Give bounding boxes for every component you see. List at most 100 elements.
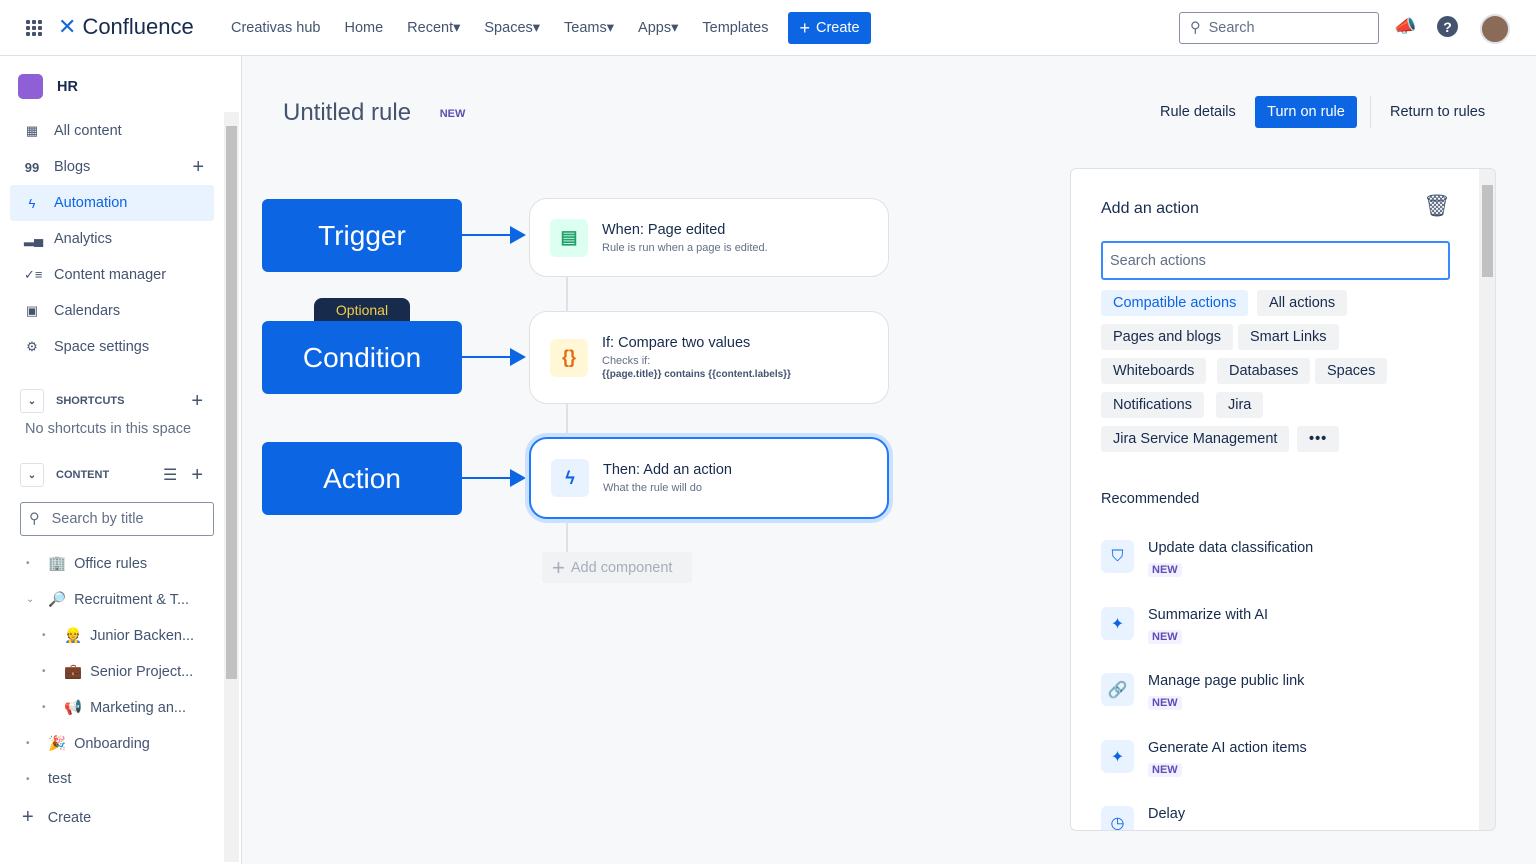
- turn-on-rule-button[interactable]: Turn on rule: [1255, 96, 1357, 128]
- panel-scrollbar[interactable]: [1479, 169, 1495, 830]
- recommended-item[interactable]: ◷ Delay: [1101, 806, 1185, 830]
- gear-icon: ⚙: [26, 339, 38, 354]
- chevron-down-icon[interactable]: ⌄: [20, 389, 44, 413]
- connector: [566, 403, 568, 439]
- trigger-block[interactable]: Trigger: [262, 199, 462, 272]
- clock-icon: ◷: [1101, 806, 1134, 830]
- party-icon: 🎉: [48, 736, 67, 752]
- space-name[interactable]: HR: [57, 78, 78, 95]
- tree-item-junior-backend[interactable]: • 👷 Junior Backen...: [42, 627, 195, 645]
- tree-item-office-rules[interactable]: • 🏢 Office rules: [26, 555, 148, 573]
- more-icon[interactable]: •••: [1297, 426, 1340, 452]
- chip-whiteboards[interactable]: Whiteboards: [1101, 358, 1207, 384]
- sidebar-item-blogs[interactable]: 99 Blogs +: [24, 155, 204, 178]
- add-blog-icon[interactable]: +: [192, 155, 204, 178]
- chevron-down-icon[interactable]: ⌄: [26, 594, 35, 605]
- add-action-panel: Add an action 🗑 Search actions Compatibl…: [1070, 168, 1496, 831]
- chip-notifications[interactable]: Notifications: [1101, 392, 1204, 418]
- chip-jira-service-management[interactable]: Jira Service Management: [1101, 426, 1290, 452]
- recommended-item[interactable]: ✦ Summarize with AI NEW: [1101, 607, 1268, 644]
- tree-item-test[interactable]: • test: [26, 771, 72, 787]
- add-content-icon[interactable]: +: [191, 464, 203, 486]
- recommended-item[interactable]: ⛉ Update data classification NEW: [1101, 540, 1313, 577]
- sidebar-item-space-settings[interactable]: ⚙ Space settings: [10, 329, 214, 365]
- add-shortcut-icon[interactable]: +: [191, 390, 203, 412]
- avatar[interactable]: [1480, 14, 1510, 44]
- top-navigation: ✕ Confluence Creativas hub Home Recent▾ S…: [0, 0, 1536, 56]
- app-switcher-icon[interactable]: [26, 20, 42, 36]
- action-block[interactable]: Action: [262, 442, 462, 515]
- sidebar-item-content-manager[interactable]: ✓≡ Content manager: [24, 267, 167, 283]
- condition-card[interactable]: {} If: Compare two values Checks if: {{pag…: [529, 311, 889, 404]
- trash-icon[interactable]: 🗑: [1423, 193, 1451, 218]
- chip-pages-and-blogs[interactable]: Pages and blogs: [1101, 324, 1234, 350]
- confluence-icon: ✕: [58, 14, 77, 39]
- nav-teams[interactable]: Teams▾: [564, 20, 615, 36]
- chip-spaces[interactable]: Spaces: [1315, 358, 1388, 384]
- tree-item-onboarding[interactable]: • 🎉 Onboarding: [26, 735, 150, 753]
- calendar-icon: ▣: [25, 303, 39, 318]
- chip-compatible-actions[interactable]: Compatible actions: [1101, 290, 1249, 316]
- braces-icon: {}: [550, 338, 588, 377]
- chip-smart-links[interactable]: Smart Links: [1238, 324, 1339, 350]
- recommended-item[interactable]: ✦ Generate AI action items NEW: [1101, 740, 1307, 777]
- add-component-button[interactable]: + Add component: [542, 552, 692, 583]
- chip-databases[interactable]: Databases: [1217, 358, 1311, 384]
- new-badge: NEW: [439, 107, 466, 120]
- recommended-item[interactable]: 🔗 Manage page public link NEW: [1101, 673, 1304, 710]
- search-icon: ⚲: [29, 511, 40, 527]
- chip-jira[interactable]: Jira: [1216, 392, 1264, 418]
- optional-label: Optional: [314, 298, 410, 322]
- search-input[interactable]: ⚲ Search: [1179, 12, 1379, 44]
- lightning-icon: ϟ: [551, 459, 589, 497]
- chart-icon: ▂▄: [24, 231, 44, 246]
- nav-home[interactable]: Home: [344, 20, 384, 36]
- plus-icon: +: [552, 554, 565, 580]
- action-card[interactable]: ϟ Then: Add an action What the rule will …: [529, 437, 889, 519]
- recommended-heading: Recommended: [1101, 491, 1200, 507]
- search-by-title-input[interactable]: ⚲ Search by title: [20, 502, 214, 536]
- connector: [566, 518, 568, 552]
- help-icon[interactable]: ?: [1437, 16, 1458, 37]
- nav-spaces[interactable]: Spaces▾: [484, 20, 541, 36]
- checklist-icon: ✓≡: [24, 267, 43, 282]
- create-button[interactable]: + Create: [788, 12, 871, 44]
- nav-creativas-hub[interactable]: Creativas hub: [231, 20, 321, 36]
- nav-templates[interactable]: Templates: [702, 20, 769, 36]
- quote-icon: 99: [24, 159, 40, 175]
- lightning-icon: ϟ: [28, 195, 36, 211]
- content-section: ⌄ CONTENT: [20, 463, 109, 487]
- sidebar-scrollbar[interactable]: [224, 112, 239, 862]
- space-icon: [18, 74, 43, 99]
- sidebar-item-all-content[interactable]: ▦ All content: [25, 123, 122, 139]
- chip-all-actions[interactable]: All actions: [1257, 290, 1348, 316]
- sidebar: HR ▦ All content 99 Blogs + ϟ Automation ▂▄ A…: [0, 56, 242, 864]
- magnifier-icon: 🔎: [48, 592, 67, 608]
- arrow-icon: [462, 469, 526, 487]
- plus-icon: +: [22, 806, 34, 828]
- confluence-logo[interactable]: ✕ Confluence: [58, 14, 194, 39]
- nav-recent[interactable]: Recent▾: [407, 20, 461, 36]
- sidebar-item-automation[interactable]: ϟ Automation: [10, 185, 214, 221]
- trigger-card[interactable]: ▤ When: Page edited Rule is run when a pa…: [529, 198, 889, 277]
- sidebar-item-analytics[interactable]: ▂▄ Analytics: [24, 231, 113, 247]
- filter-icon[interactable]: ☰: [163, 467, 178, 484]
- sidebar-item-calendars[interactable]: ▣ Calendars: [25, 303, 121, 319]
- tree-item-senior-project[interactable]: • 💼 Senior Project...: [42, 663, 194, 681]
- notifications-icon[interactable]: 📣: [1394, 16, 1417, 36]
- briefcase-icon: 💼: [64, 664, 83, 680]
- return-to-rules-button[interactable]: Return to rules: [1390, 104, 1486, 120]
- page-icon: ▤: [550, 218, 588, 257]
- sparkle-icon: ✦: [1101, 740, 1134, 773]
- tree-item-marketing[interactable]: • 📢 Marketing an...: [42, 699, 186, 717]
- search-icon: ⚲: [1190, 20, 1201, 36]
- sidebar-create-button[interactable]: + Create: [22, 806, 92, 828]
- shortcuts-section: ⌄ SHORTCUTS: [20, 389, 124, 413]
- search-actions-input[interactable]: Search actions: [1101, 241, 1450, 280]
- rule-details-button[interactable]: Rule details: [1160, 104, 1236, 120]
- nav-apps[interactable]: Apps▾: [638, 20, 679, 36]
- connector: [566, 276, 568, 312]
- tree-item-recruitment[interactable]: ⌄ 🔎 Recruitment & T...: [26, 591, 190, 609]
- chevron-down-icon[interactable]: ⌄: [20, 463, 44, 487]
- condition-block[interactable]: Condition: [262, 321, 462, 394]
